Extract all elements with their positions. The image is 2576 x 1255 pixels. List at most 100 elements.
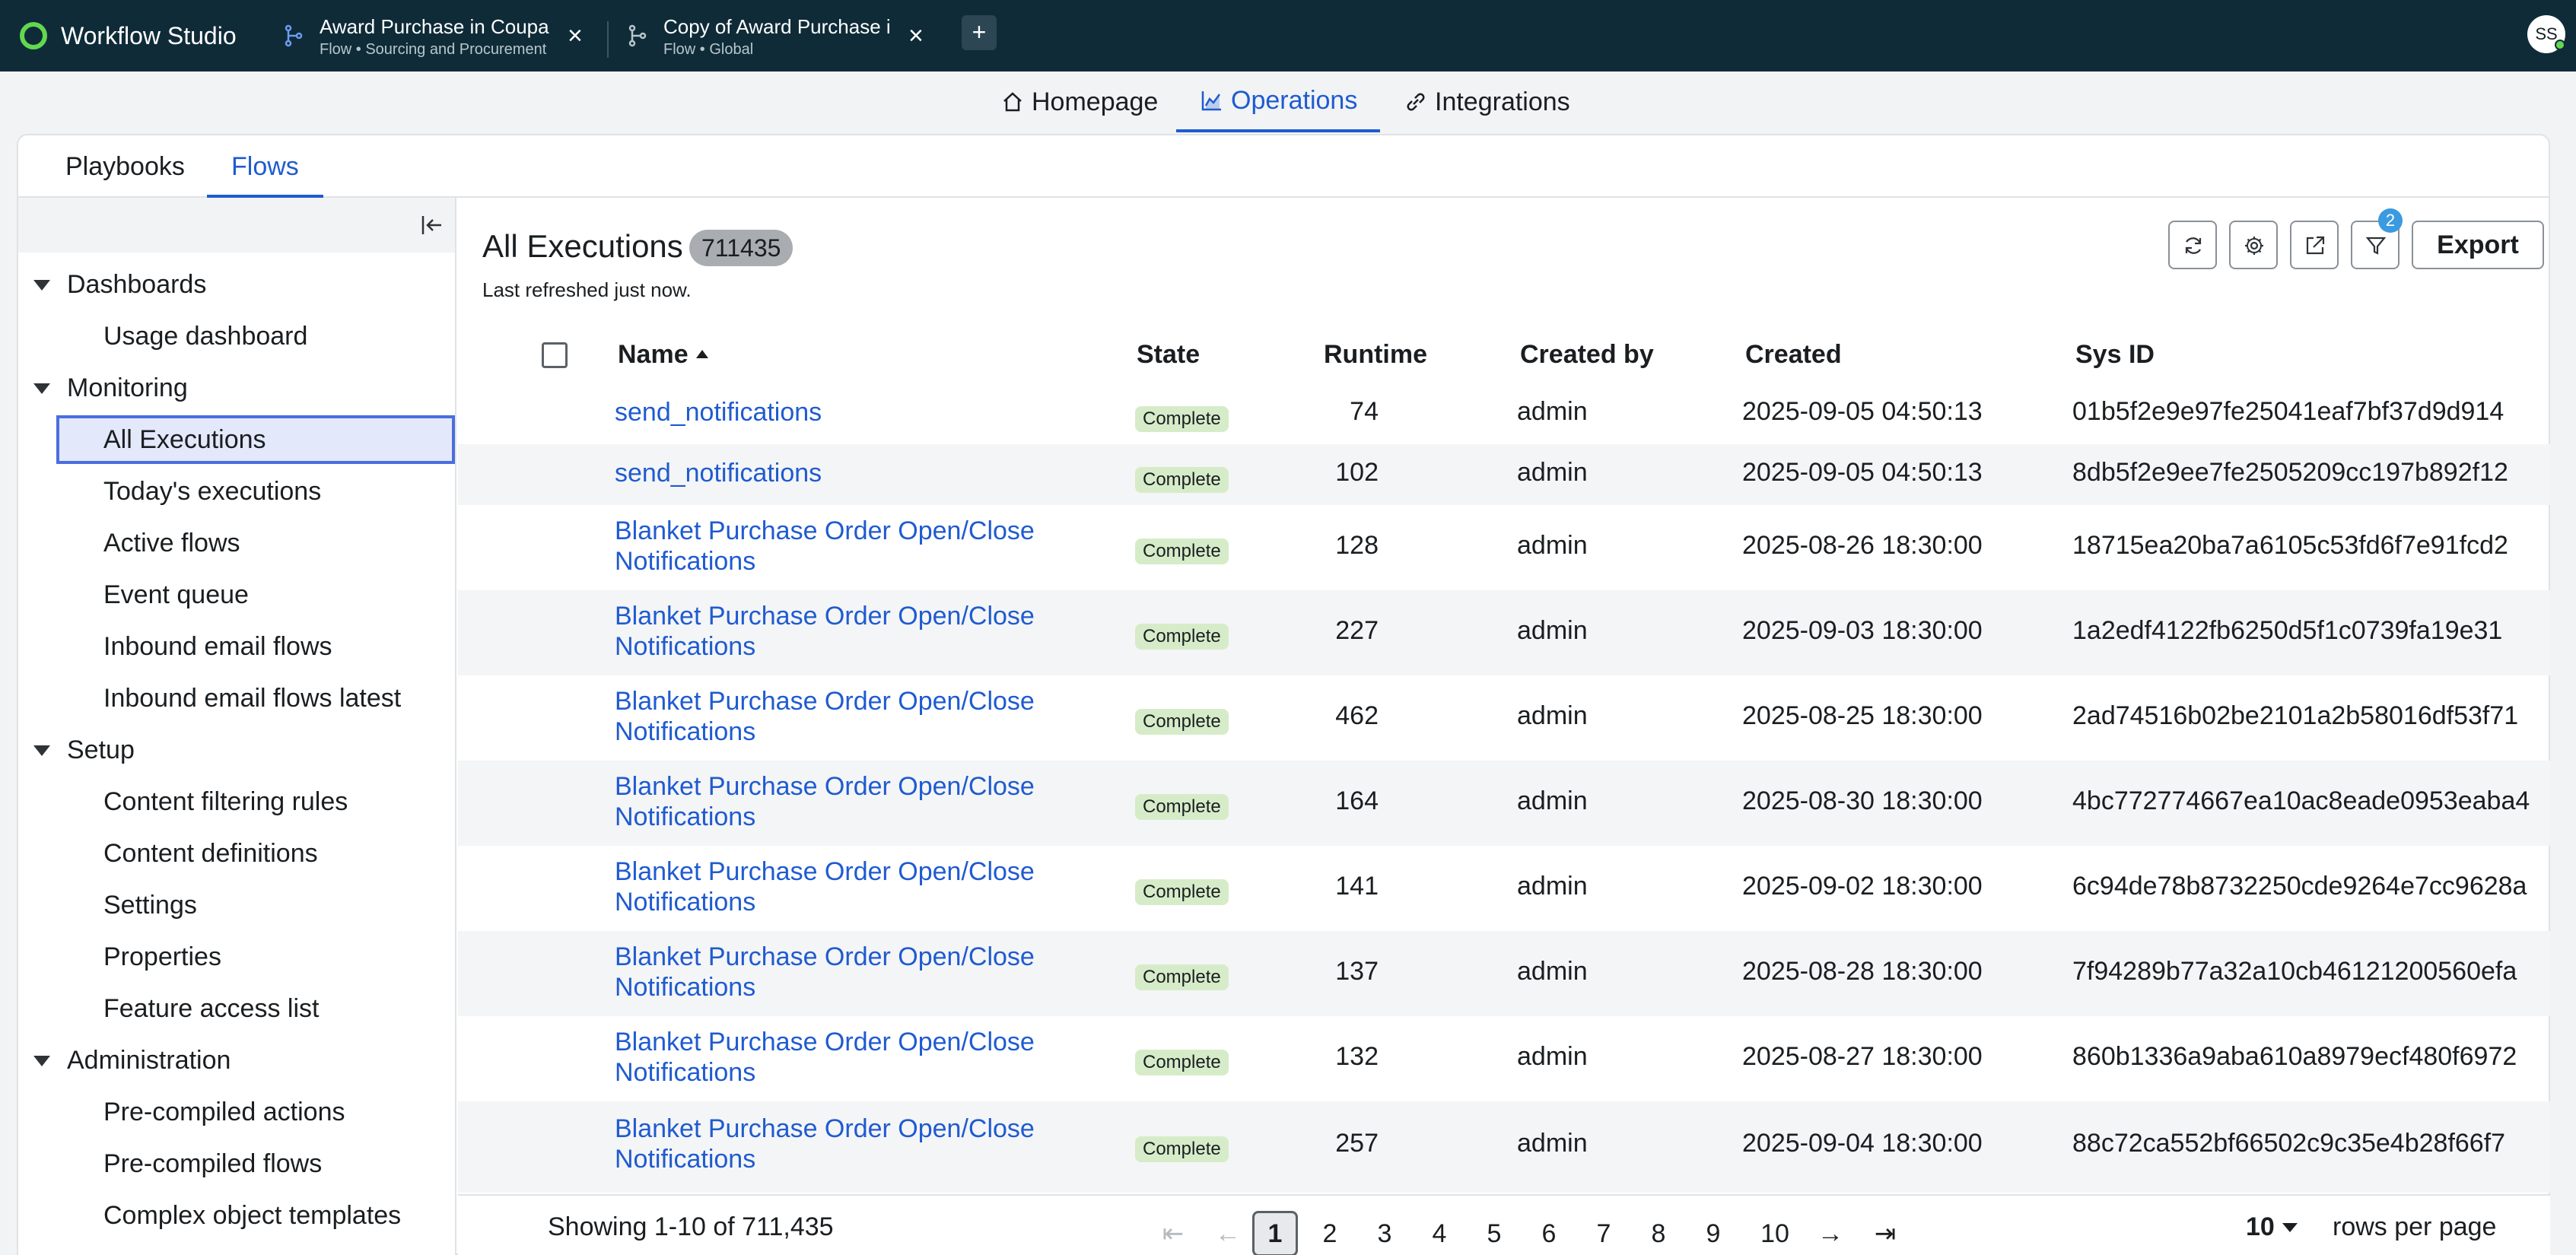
nav-label: Integrations bbox=[1435, 87, 1570, 116]
top-bar: Workflow Studio Award Purchase in Coupa … bbox=[0, 0, 2576, 71]
next-page-icon[interactable]: → bbox=[1818, 1219, 1843, 1248]
row-created: 2025-08-30 18:30:00 bbox=[1742, 786, 1983, 815]
column-header-state[interactable]: State bbox=[1137, 340, 1201, 369]
row-name-link[interactable]: Blanket Purchase Order Open/Close Notifi… bbox=[615, 942, 1035, 1002]
nav-homepage[interactable]: Homepage bbox=[1001, 71, 1158, 132]
column-header-runtime[interactable]: Runtime bbox=[1324, 340, 1427, 369]
close-icon[interactable]: × bbox=[568, 21, 583, 50]
state-badge: Complete bbox=[1135, 794, 1229, 820]
sidebar-item-complex-object-templates[interactable]: Complex object templates bbox=[103, 1201, 402, 1230]
row-runtime: 462 bbox=[1335, 701, 1379, 730]
tab-subtitle: Flow • Sourcing and Procurement bbox=[320, 41, 547, 58]
column-header-created-by[interactable]: Created by bbox=[1520, 340, 1654, 369]
page-1[interactable]: 1 bbox=[1252, 1211, 1298, 1255]
page-9[interactable]: 9 bbox=[1706, 1219, 1721, 1248]
row-sys-id: 8db5f2e9ee7fe2505209cc197b892f12 bbox=[2072, 458, 2508, 487]
table-row[interactable]: Blanket Purchase Order Open/Close Notifi… bbox=[458, 1016, 2550, 1101]
sidebar-group-monitoring[interactable]: Monitoring bbox=[18, 364, 455, 412]
sidebar-group-administration[interactable]: Administration bbox=[18, 1036, 455, 1085]
table-row[interactable]: Blanket Purchase Order Open/Close Notifi… bbox=[458, 931, 2550, 1016]
sidebar-group-dashboards[interactable]: Dashboards bbox=[18, 260, 455, 309]
page-10[interactable]: 10 bbox=[1760, 1219, 1789, 1248]
rows-per-page-select[interactable]: 10 bbox=[2246, 1212, 2275, 1241]
sidebar-item-content-definitions[interactable]: Content definitions bbox=[103, 839, 318, 868]
tab-playbooks[interactable]: Playbooks bbox=[65, 152, 185, 181]
first-page-icon[interactable]: ⇤ bbox=[1162, 1219, 1185, 1248]
sidebar-item-todays-executions[interactable]: Today's executions bbox=[103, 477, 322, 506]
sidebar-item-active-flows[interactable]: Active flows bbox=[103, 529, 240, 558]
table-row[interactable]: Blanket Purchase Order Open/Close Notifi… bbox=[458, 846, 2550, 931]
online-status-icon bbox=[2555, 40, 2565, 50]
sidebar-item-usage-dashboard[interactable]: Usage dashboard bbox=[103, 322, 308, 351]
row-name-link[interactable]: send_notifications bbox=[615, 459, 822, 488]
collapse-sidebar-icon[interactable] bbox=[418, 211, 446, 239]
sidebar-item-content-filtering-rules[interactable]: Content filtering rules bbox=[103, 787, 348, 816]
pagination: Showing 1-10 of 711,435 ⇤ ← 1 2 3 4 5 6 … bbox=[458, 1194, 2550, 1255]
row-name-link[interactable]: Blanket Purchase Order Open/Close Notifi… bbox=[615, 772, 1035, 831]
last-page-icon[interactable]: ⇥ bbox=[1874, 1219, 1897, 1248]
row-name-link[interactable]: send_notifications bbox=[615, 398, 822, 427]
table-row[interactable]: send_notifications Complete 102 admin 20… bbox=[458, 444, 2550, 505]
subtabs: Playbooks Flows bbox=[18, 135, 2549, 198]
sidebar-item-properties[interactable]: Properties bbox=[103, 942, 221, 971]
avatar[interactable]: SS bbox=[2527, 15, 2565, 53]
nav-integrations[interactable]: Integrations bbox=[1404, 71, 1570, 132]
close-icon[interactable]: × bbox=[908, 21, 924, 50]
workflow-studio-logo-icon bbox=[20, 22, 47, 49]
caret-down-icon[interactable] bbox=[2282, 1223, 2298, 1232]
tab-award-purchase[interactable]: Award Purchase in Coupa Flow • Sourcing … bbox=[285, 9, 589, 62]
sidebar-item-pre-compiled-actions[interactable]: Pre-compiled actions bbox=[103, 1098, 345, 1126]
home-icon bbox=[1003, 92, 1022, 112]
add-tab-button[interactable]: + bbox=[962, 15, 997, 50]
row-sys-id: 18715ea20ba7a6105c53fd6f7e91fcd2 bbox=[2072, 531, 2508, 560]
page-6[interactable]: 6 bbox=[1541, 1219, 1557, 1248]
table-row[interactable]: Blanket Purchase Order Open/Close Notifi… bbox=[458, 1101, 2550, 1193]
brand[interactable]: Workflow Studio bbox=[20, 0, 237, 71]
filter-button[interactable] bbox=[2351, 221, 2399, 269]
rows-per-page-label: rows per page bbox=[2333, 1212, 2497, 1241]
export-button[interactable]: Export bbox=[2412, 221, 2544, 269]
previous-page-icon[interactable]: ← bbox=[1215, 1219, 1241, 1248]
page-7[interactable]: 7 bbox=[1596, 1219, 1611, 1248]
sidebar-item-feature-access-list[interactable]: Feature access list bbox=[103, 994, 320, 1023]
sidebar-item-settings[interactable]: Settings bbox=[103, 891, 197, 920]
sidebar-item-all-executions[interactable]: All Executions bbox=[56, 415, 455, 464]
row-name-link[interactable]: Blanket Purchase Order Open/Close Notifi… bbox=[615, 602, 1035, 661]
row-created: 2025-09-04 18:30:00 bbox=[1742, 1129, 1983, 1158]
table-header: Name State Runtime Created by Created Sy… bbox=[458, 326, 2550, 383]
table-row[interactable]: send_notifications Complete 74 admin 202… bbox=[458, 385, 2550, 444]
table-row[interactable]: Blanket Purchase Order Open/Close Notifi… bbox=[458, 675, 2550, 761]
row-name-link[interactable]: Blanket Purchase Order Open/Close Notifi… bbox=[615, 1114, 1035, 1174]
sidebar-item-pre-compiled-flows[interactable]: Pre-compiled flows bbox=[103, 1149, 323, 1178]
column-header-created[interactable]: Created bbox=[1745, 340, 1842, 369]
row-sys-id: 2ad74516b02be2101a2b58016df53f71 bbox=[2072, 701, 2519, 730]
row-name-link[interactable]: Blanket Purchase Order Open/Close Notifi… bbox=[615, 857, 1035, 917]
column-header-sys-id[interactable]: Sys ID bbox=[2075, 340, 2155, 369]
tab-flows[interactable]: Flows bbox=[207, 135, 323, 198]
sidebar-item-inbound-email-flows[interactable]: Inbound email flows bbox=[103, 632, 332, 661]
table-row[interactable]: Blanket Purchase Order Open/Close Notifi… bbox=[458, 505, 2550, 590]
share-button[interactable] bbox=[2290, 221, 2339, 269]
nav-operations[interactable]: Operations bbox=[1176, 71, 1381, 132]
sidebar-group-setup[interactable]: Setup bbox=[18, 726, 455, 774]
page-2[interactable]: 2 bbox=[1322, 1219, 1337, 1248]
sidebar-item-event-queue[interactable]: Event queue bbox=[103, 580, 249, 609]
column-header-name[interactable]: Name bbox=[618, 326, 708, 383]
page-8[interactable]: 8 bbox=[1651, 1219, 1666, 1248]
row-name-link[interactable]: Blanket Purchase Order Open/Close Notifi… bbox=[615, 516, 1035, 576]
tab-copy-of-award-purchase[interactable]: Copy of Award Purchase in Coupa Flow • G… bbox=[628, 9, 933, 62]
select-all-checkbox[interactable] bbox=[542, 342, 568, 368]
nav-label: Homepage bbox=[1032, 87, 1159, 116]
row-name-link[interactable]: Blanket Purchase Order Open/Close Notifi… bbox=[615, 687, 1035, 746]
refresh-button[interactable] bbox=[2168, 221, 2217, 269]
table-row[interactable]: Blanket Purchase Order Open/Close Notifi… bbox=[458, 590, 2550, 675]
page-5[interactable]: 5 bbox=[1487, 1219, 1502, 1248]
settings-button[interactable] bbox=[2229, 221, 2278, 269]
table-row[interactable]: Blanket Purchase Order Open/Close Notifi… bbox=[458, 761, 2550, 846]
row-sys-id: 88c72ca552bf66502c9c35e4b28f66f7 bbox=[2072, 1129, 2506, 1158]
page-3[interactable]: 3 bbox=[1377, 1219, 1392, 1248]
sidebar-item-inbound-email-flows-latest[interactable]: Inbound email flows latest bbox=[103, 684, 402, 713]
row-name-link[interactable]: Blanket Purchase Order Open/Close Notifi… bbox=[615, 1028, 1035, 1087]
row-created: 2025-09-05 04:50:13 bbox=[1742, 458, 1983, 487]
page-4[interactable]: 4 bbox=[1432, 1219, 1447, 1248]
